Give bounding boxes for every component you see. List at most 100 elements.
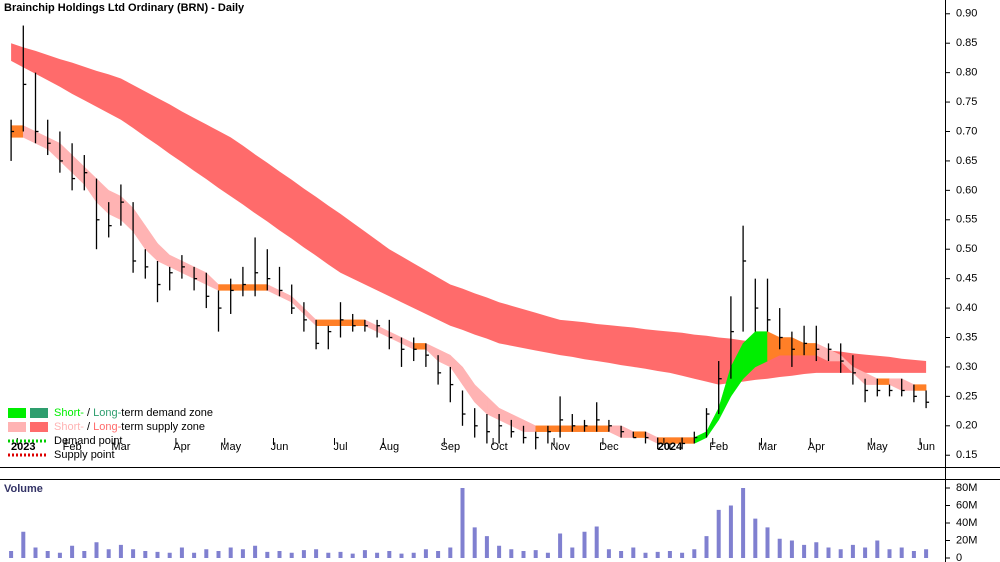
volume-bar [362, 550, 367, 558]
short-term-band [230, 284, 244, 291]
volume-bar [741, 488, 746, 558]
volume-bar [863, 547, 868, 558]
volume-bar [777, 538, 782, 558]
volume-bar [70, 545, 75, 558]
x-tick-label: Jun [271, 441, 289, 453]
x-tick-label: May [220, 441, 241, 453]
y-tick-label: 0.45 [956, 273, 977, 285]
volume-bar [631, 547, 636, 558]
volume-bar [143, 551, 148, 558]
volume-bar [9, 551, 14, 558]
legend-text: / [84, 421, 93, 433]
volume-bar [692, 549, 697, 558]
volume-bar [94, 542, 99, 558]
x-tick-label: 2023 [11, 441, 35, 453]
volume-bar [765, 527, 770, 558]
x-tick-label: Sep [441, 441, 461, 453]
short-term-band [779, 337, 793, 356]
volume-bar [338, 551, 343, 558]
price-layer [10, 25, 930, 450]
volume-bar [350, 553, 355, 558]
legend-text: Short- [54, 407, 84, 419]
legend-label: Short- / Long-term supply zone [54, 421, 205, 433]
volume-bar [875, 540, 880, 558]
volume-bar [228, 547, 233, 558]
volume-bar [45, 551, 50, 558]
x-tick-label: Feb [63, 441, 82, 453]
volume-bar [387, 551, 392, 558]
volume-bar [838, 549, 843, 558]
y-tick-label: 0.60 [956, 184, 977, 196]
volume-bar [814, 542, 819, 558]
x-tick-label: Feb [709, 441, 728, 453]
short-term-band [572, 425, 585, 432]
volume-bar [643, 552, 648, 558]
volume-bar [899, 547, 904, 558]
volume-bar [314, 549, 319, 558]
volume-bar [533, 550, 538, 558]
volume-bar [155, 551, 160, 558]
volume-bar [850, 544, 855, 558]
short-term-band [877, 378, 890, 385]
volume-bar [301, 550, 306, 558]
short-term-band [218, 284, 231, 291]
legend-text: Long- [93, 421, 121, 433]
x-tick-label: Jun [917, 441, 935, 453]
short-term-band [242, 284, 256, 291]
volume-bar [484, 536, 489, 558]
short-term-band [596, 425, 610, 432]
x-tick-label: Aug [380, 441, 400, 453]
legend-label: Supply point [54, 449, 115, 461]
volume-bar [558, 533, 563, 558]
short-term-band [547, 425, 561, 432]
legend-swatch [30, 408, 48, 418]
short-term-band [413, 343, 427, 350]
volume-bar [411, 552, 416, 558]
legend-text: Supply point [54, 449, 115, 461]
axis-layer: 0.15 0.20 0.25 0.30 0.35 0.40 0.45 0.50 0.55 0.60… [11, 8, 977, 562]
volume-bar [789, 540, 794, 558]
volume-bar [704, 536, 709, 558]
volume-bar [497, 545, 502, 558]
legend-text: Long- [93, 407, 121, 419]
volume-bar [924, 549, 929, 558]
x-tick-label: Oct [491, 441, 508, 453]
short-term-band [633, 431, 646, 438]
volume-bar [606, 549, 611, 558]
volume-bar [21, 531, 26, 558]
y-tick-label: 0.40 [956, 302, 977, 314]
short-term-band [254, 284, 268, 291]
volume-bar [82, 551, 87, 558]
legend-swatch [30, 422, 48, 432]
x-tick-label: Dec [599, 441, 619, 453]
volume-bar [570, 547, 575, 558]
volume-bar [826, 547, 831, 558]
x-tick-label: Apr [808, 441, 825, 453]
volume-bar [472, 527, 477, 558]
volume-bar [667, 551, 672, 558]
legend-text: Demand point [54, 435, 123, 447]
volume-bar [179, 547, 184, 558]
y-tick-label: 80M [956, 482, 977, 494]
short-term-band [535, 425, 549, 432]
y-tick-label: 0.35 [956, 331, 977, 343]
short-term-band [755, 331, 768, 368]
volume-bar [594, 526, 599, 558]
legend-label: Demand point [54, 435, 123, 447]
long-band-layer [11, 43, 927, 385]
y-tick-label: 20M [956, 534, 977, 546]
y-tick-label: 0.55 [956, 214, 977, 226]
volume-bar [887, 549, 892, 558]
volume-bar [289, 552, 294, 558]
long-term-band [11, 43, 927, 385]
y-tick-label: 0.30 [956, 361, 977, 373]
volume-bar [57, 552, 62, 558]
volume-bar [106, 549, 111, 558]
y-tick-label: 0.20 [956, 420, 977, 432]
volume-bar [753, 518, 758, 558]
short-term-band [803, 343, 817, 356]
volume-bar [399, 553, 404, 558]
volume-bar [253, 545, 258, 558]
short-band-layer [10, 125, 927, 444]
